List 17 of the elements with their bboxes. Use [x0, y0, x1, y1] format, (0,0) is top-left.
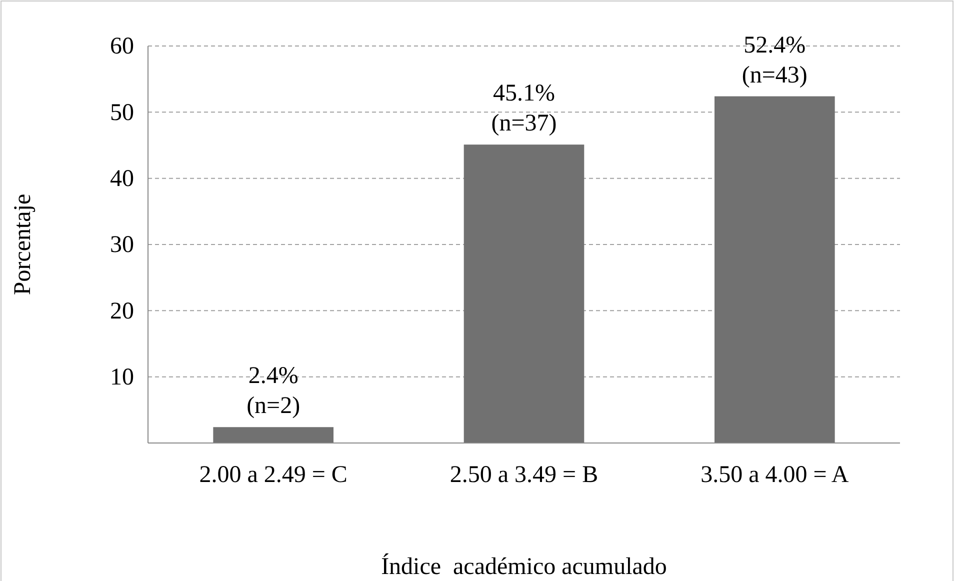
y-tick-label: 10	[110, 364, 134, 391]
y-tick-label: 60	[110, 34, 134, 60]
bar	[714, 96, 835, 443]
x-tick-label: 2.50 a 3.49 = B	[450, 462, 598, 488]
y-tick-label: 40	[110, 166, 134, 192]
y-tick-label: 30	[110, 232, 134, 258]
bar	[464, 144, 584, 443]
y-tick-label: 20	[110, 298, 134, 324]
data-label: 45.1% (n=37)	[491, 80, 557, 137]
y-axis-title: Porcentaje	[10, 194, 36, 296]
y-tick-label: 50	[110, 100, 134, 126]
x-tick-label: 3.50 a 4.00 = A	[700, 462, 850, 488]
bar	[213, 427, 334, 443]
data-label: 52.4% (n=43)	[742, 32, 808, 88]
data-label: 2.4% (n=2)	[246, 363, 300, 420]
x-tick-label: 2.00 a 2.49 = C	[199, 462, 348, 488]
x-axis-title: Índice académico acumulado	[381, 553, 667, 580]
